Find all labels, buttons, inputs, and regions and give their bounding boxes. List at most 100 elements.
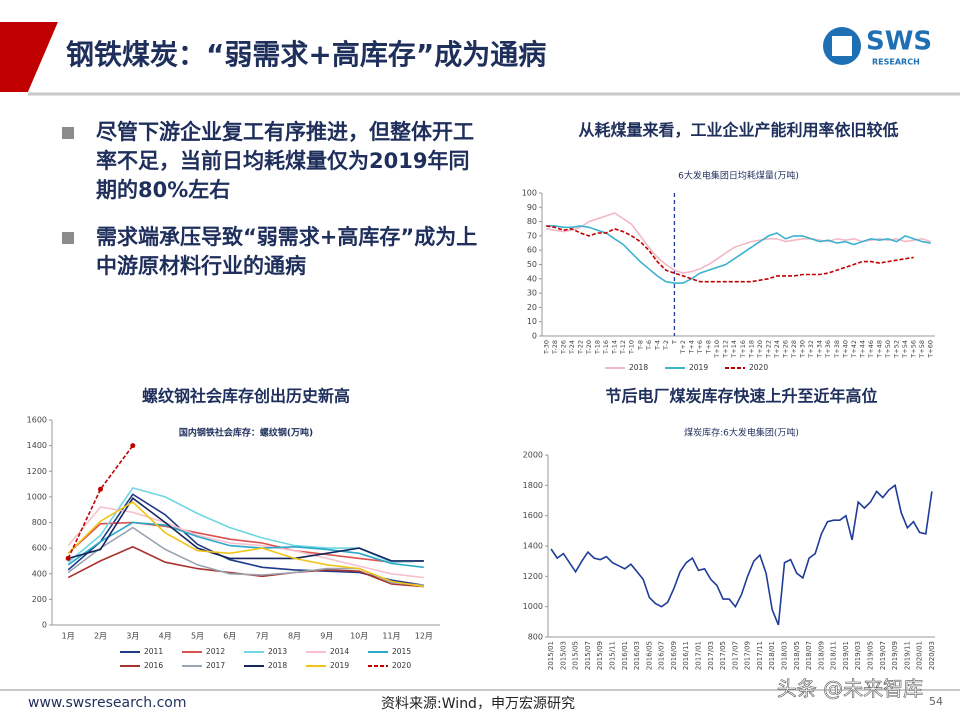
x-tick-label: 3月 — [126, 632, 139, 641]
series-line — [546, 225, 931, 284]
x-tick-label: 2019/07 — [879, 641, 887, 670]
x-tick-label: 5月 — [191, 632, 204, 641]
x-tick-label: T+56 — [910, 340, 918, 359]
x-tick-label: 2018/01 — [768, 641, 776, 670]
x-tick-label: T+2 — [679, 340, 687, 355]
x-tick-label: T-30 — [542, 340, 550, 355]
series-line — [67, 497, 424, 562]
x-tick-label: T+44 — [858, 340, 866, 359]
x-tick-label: 12月 — [415, 632, 433, 641]
legend-label: 2018 — [268, 661, 287, 670]
x-tick-label: 2020/01 — [916, 641, 924, 670]
y-tick-label: 50 — [527, 260, 537, 269]
y-tick-label: 1000 — [27, 492, 47, 501]
y-tick-label: 1400 — [27, 441, 47, 450]
x-tick-label: 2018/07 — [805, 641, 813, 670]
legend-label: 2020 — [392, 661, 411, 670]
x-tick-label: T+34 — [816, 340, 824, 359]
x-tick-label: T-28 — [551, 340, 559, 355]
y-tick-label: 30 — [527, 289, 537, 298]
legend-label: 2013 — [268, 647, 287, 656]
watermark: 头条 @未来智库 — [777, 677, 923, 701]
x-tick-label: T-6 — [645, 340, 653, 351]
x-tick-label: 7月 — [256, 632, 269, 641]
legend-label: 2011 — [144, 647, 163, 656]
x-tick-label: T+48 — [875, 340, 883, 359]
series-marker — [130, 443, 136, 449]
x-tick-label: 9月 — [320, 632, 333, 641]
x-tick-label: T+16 — [739, 340, 747, 359]
slide-title: 钢铁煤炭：“弱需求+高库存”成为通病 — [66, 38, 546, 71]
x-tick-label: T+42 — [850, 340, 858, 359]
x-tick-label: 2017/11 — [756, 641, 764, 670]
bullet-list: 尽管下游企业复工有序推进，但整体开工率不足，当前日均耗煤量仅为2019年同期的8… — [62, 118, 482, 299]
x-tick-label: T+32 — [807, 340, 815, 359]
logo-text: SWS — [866, 27, 932, 57]
x-tick-label: 11月 — [382, 632, 400, 641]
series-marker — [65, 555, 71, 561]
x-tick-label: 2016/05 — [645, 641, 653, 670]
website: www.swsresearch.com — [28, 695, 186, 711]
x-tick-label: 2018/11 — [830, 641, 838, 670]
x-tick-label: 2017/07 — [731, 641, 739, 670]
x-tick-label: 2015/03 — [559, 641, 567, 670]
chart-title: 国内钢铁社会库存：螺纹钢(万吨) — [179, 427, 313, 439]
x-tick-label: 2017/05 — [719, 641, 727, 670]
x-tick-label: 2015/05 — [572, 641, 580, 670]
legend-label: 2015 — [392, 647, 411, 656]
chart-heading: 螺纹钢社会库存创出历史新高 — [142, 387, 350, 406]
chart-title: 6大发电集团日均耗煤量(万吨) — [678, 170, 799, 182]
x-tick-label: 6月 — [223, 632, 236, 641]
x-tick-label: 2016/11 — [682, 641, 690, 670]
x-tick-label: T+10 — [713, 340, 721, 359]
x-tick-label: T-26 — [559, 340, 567, 355]
x-tick-label: 8月 — [288, 632, 301, 641]
x-tick-label: 2019/01 — [842, 641, 850, 670]
y-tick-label: 80 — [527, 217, 537, 226]
chart-heading: 节后电厂煤炭库存快速上升至近年高位 — [605, 387, 877, 406]
bullet: 尽管下游企业复工有序推进，但整体开工率不足，当前日均耗煤量仅为2019年同期的8… — [62, 118, 482, 205]
x-tick-label: 2019/09 — [891, 641, 899, 670]
y-tick-label: 1800 — [523, 481, 543, 490]
x-tick-label: T+14 — [730, 340, 738, 359]
x-tick-label: 10月 — [350, 632, 368, 641]
x-tick-label: 2015/01 — [547, 641, 555, 670]
series-line — [67, 506, 424, 579]
x-tick-label: T-8 — [636, 340, 644, 351]
x-tick-label: 2019/11 — [903, 641, 911, 670]
x-tick-label: 2018/09 — [817, 641, 825, 670]
x-tick-label: T-4 — [653, 340, 661, 351]
x-tick-label: T+52 — [893, 340, 901, 359]
x-tick-label: T+40 — [841, 340, 849, 359]
x-tick-label: T+38 — [833, 340, 841, 359]
x-tick-label: T+58 — [918, 340, 926, 359]
logo-icon-inner — [832, 36, 852, 56]
page-number: 54 — [929, 695, 943, 708]
x-tick-label: T+24 — [773, 340, 781, 359]
x-tick-label: T-2 — [662, 340, 670, 351]
legend-label: 2012 — [206, 647, 225, 656]
x-tick-label: T+6 — [696, 340, 704, 355]
y-tick-label: 100 — [522, 189, 537, 198]
y-tick-label: 0 — [42, 621, 47, 630]
x-tick-label: 2016/07 — [658, 641, 666, 670]
series-marker — [98, 486, 103, 492]
x-tick-label: T-20 — [585, 340, 593, 355]
x-tick-label: 2017/09 — [744, 641, 752, 670]
series-line — [67, 521, 424, 569]
y-tick-label: 70 — [527, 231, 537, 240]
legend-label: 2017 — [206, 661, 225, 670]
x-tick-label: T+30 — [799, 340, 807, 359]
x-tick-label: 2017/01 — [695, 641, 703, 670]
x-tick-label: T+50 — [884, 340, 892, 359]
y-tick-label: 600 — [32, 544, 47, 553]
y-tick-label: 10 — [527, 317, 537, 326]
series-line — [67, 521, 424, 564]
x-tick-label: T-12 — [619, 340, 627, 355]
legend-label: 2019 — [330, 661, 349, 670]
y-tick-label: 60 — [527, 246, 537, 255]
title-accent — [0, 22, 58, 92]
chart-heading: 从耗煤量来看，工业企业产能利用率依旧较低 — [578, 121, 898, 140]
x-tick-label: 2015/07 — [584, 641, 592, 670]
bullet: 需求端承压导致“弱需求+高库存”成为上中游原材料行业的通病 — [62, 223, 482, 281]
